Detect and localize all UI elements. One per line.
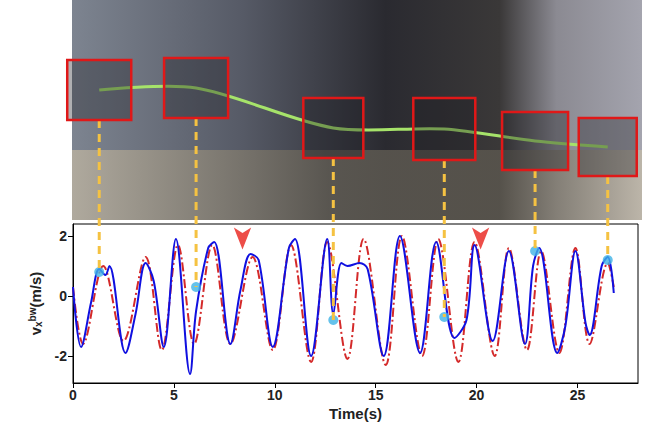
svg-text:25: 25 bbox=[570, 387, 586, 403]
svg-text:v: v bbox=[26, 327, 44, 336]
svg-text:0: 0 bbox=[59, 288, 67, 304]
svg-text:5: 5 bbox=[170, 387, 178, 403]
svg-text:x: x bbox=[32, 321, 44, 327]
svg-text:10: 10 bbox=[267, 387, 283, 403]
svg-text:15: 15 bbox=[368, 387, 384, 403]
svg-text:2: 2 bbox=[59, 228, 67, 244]
svg-text:20: 20 bbox=[469, 387, 485, 403]
svg-text:0: 0 bbox=[69, 387, 77, 403]
svg-text:Time(s): Time(s) bbox=[329, 405, 382, 422]
svg-text:-2: -2 bbox=[55, 348, 68, 364]
svg-text:bw: bw bbox=[27, 307, 38, 321]
svg-text:(m/s): (m/s) bbox=[27, 272, 44, 308]
